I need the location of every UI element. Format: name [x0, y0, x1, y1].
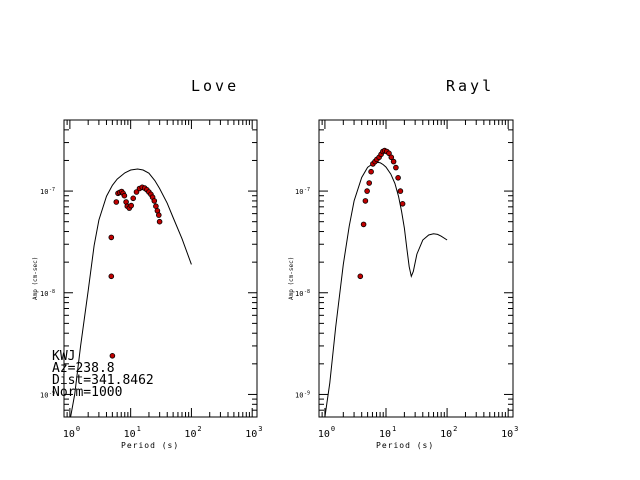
love-x-axis-label: Period (s) — [121, 441, 179, 450]
love-y-tick-label-exponent: -9 — [49, 390, 55, 396]
rayl-observed-point — [393, 164, 399, 171]
rayl-observed-point — [362, 198, 369, 204]
love-observed-point — [121, 192, 128, 199]
rayl-observed-point — [397, 188, 404, 194]
love-observed-point — [133, 189, 140, 195]
love-x-tick-label-exponent: 0 — [76, 425, 80, 433]
love-observed-point — [113, 199, 120, 205]
rayl-x-tick-label-exponent: 0 — [331, 425, 335, 433]
rayl-x-tick-label-exponent: 1 — [392, 425, 396, 433]
love-observed-point — [156, 218, 163, 225]
rayl-chart-title: Rayl — [446, 77, 494, 95]
rayl-x-tick-label-exponent: 3 — [514, 425, 518, 433]
love-annotation-norm: Norm=1000 — [52, 385, 122, 400]
love-annotation-station: KWJ — [52, 349, 75, 364]
rayl-x-tick-label: 10 — [318, 429, 330, 440]
love-annotation-azimuth: Az=238.8 — [52, 361, 115, 376]
love-y-tick-label: 10 — [40, 391, 48, 399]
love-x-tick-label: 10 — [184, 429, 196, 440]
rayl-ticks: 10 0 10 1 10 2 10 310 -910 -810 -7 — [295, 119, 518, 440]
rayl-y-tick-label-exponent: -7 — [304, 187, 310, 193]
rayl-plot-frame — [318, 119, 514, 418]
rayl-model-curve — [324, 161, 448, 417]
love-x-tick-label: 10 — [63, 429, 75, 440]
rayl-plot-layer — [324, 147, 448, 417]
love-y-tick-label-exponent: -7 — [49, 187, 55, 193]
love-y-tick-label: 10 — [40, 290, 48, 298]
love-plot-frame — [63, 119, 258, 418]
love-x-tick-label: 10 — [124, 429, 136, 440]
love-observed-point — [151, 198, 158, 204]
love-observed-point — [156, 212, 162, 218]
love-panel: Love 10 0 10 1 10 2 10 310 -910 -810 -7 Period (s)… — [32, 77, 262, 450]
love-observed-point — [108, 234, 115, 241]
rayl-y-tick-label: 10 — [295, 391, 303, 399]
love-model-curve — [70, 168, 192, 417]
rayl-observed-point — [357, 273, 364, 280]
rayl-observed-point — [368, 168, 374, 175]
rayl-x-axis-label: Period (s) — [376, 441, 434, 450]
rayl-observed-point — [390, 158, 397, 165]
love-observed-point — [128, 202, 135, 209]
love-y-axis-label: Amp (cm-sec) — [32, 257, 39, 300]
rayl-x-tick-label-exponent: 2 — [453, 425, 457, 433]
rayl-x-tick-label: 10 — [501, 429, 513, 440]
rayl-observed-point — [364, 188, 370, 194]
rayl-observed-point — [388, 154, 395, 161]
love-observed-point — [108, 273, 115, 280]
love-y-tick-label-exponent: -8 — [49, 289, 55, 295]
love-chart-title: Love — [191, 77, 239, 95]
rayl-y-tick-label: 10 — [295, 290, 303, 298]
love-ticks: 10 0 10 1 10 2 10 310 -910 -810 -7 — [40, 119, 262, 440]
rayl-panel: Rayl 10 0 10 1 10 2 10 310 -910 -810 -7 Period (s)… — [288, 77, 518, 450]
love-x-tick-label: 10 — [245, 429, 257, 440]
love-annotation-distance: Dist=341.8462 — [52, 373, 154, 388]
love-x-tick-label-exponent: 2 — [197, 425, 201, 433]
love-x-tick-label-exponent: 1 — [137, 425, 141, 433]
rayl-y-tick-label-exponent: -8 — [304, 289, 310, 295]
rayl-y-tick-label-exponent: -9 — [304, 390, 310, 396]
love-x-tick-label-exponent: 3 — [258, 425, 262, 433]
rayl-observed-point — [386, 150, 392, 157]
rayl-observed-point — [360, 221, 367, 228]
love-observed-point — [130, 195, 137, 202]
rayl-x-tick-label: 10 — [379, 429, 391, 440]
rayl-y-tick-label: 10 — [295, 188, 303, 196]
love-observed-point — [153, 203, 159, 210]
rayl-x-tick-label: 10 — [440, 429, 452, 440]
love-observed-point — [109, 352, 116, 359]
rayl-observed-point — [399, 201, 406, 207]
rayl-y-axis-label: Amp (cm-sec) — [288, 257, 295, 300]
love-y-tick-label: 10 — [40, 188, 48, 196]
rayl-observed-point — [366, 180, 373, 186]
love-plot-layer — [70, 168, 192, 417]
rayl-observed-point — [395, 175, 401, 181]
